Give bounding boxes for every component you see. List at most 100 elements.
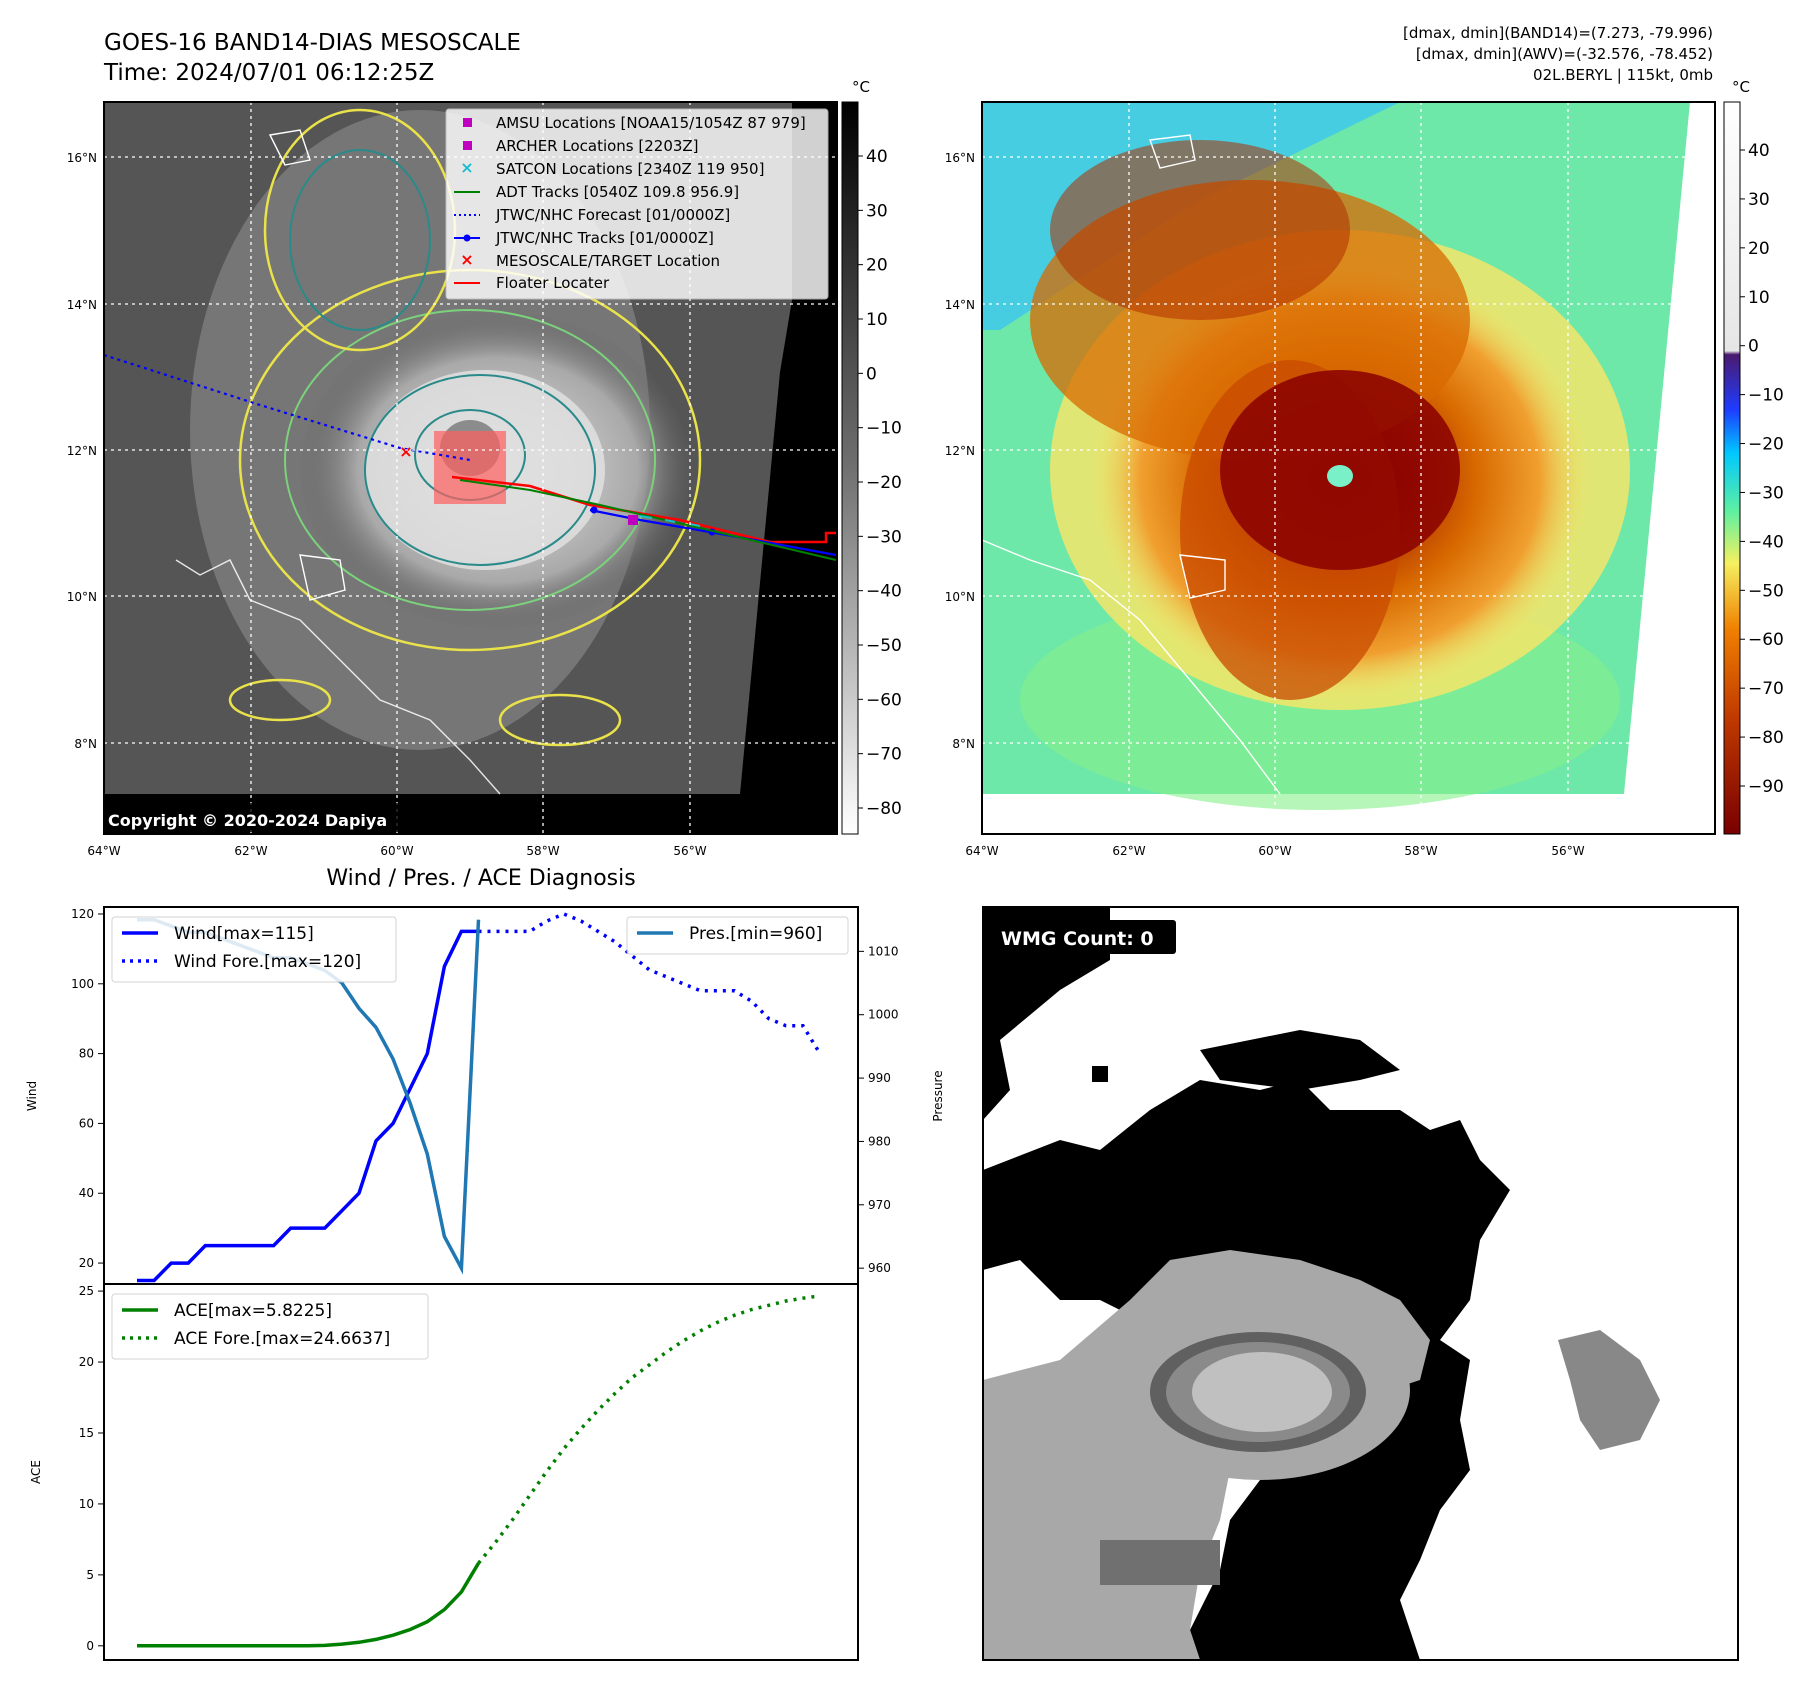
wv-lat-label-0: 16°N [945,151,975,165]
jtwc-forecast [103,353,471,462]
ace-axis-tick-label: 5 [86,1568,94,1582]
ir-colorbar-tick-label: 20 [866,256,888,276]
ir-lat-label-3: 10°N [67,590,97,604]
legend-archer: ARCHER Locations [2203Z] [496,137,699,155]
wv-colorbar-tick-label: −50 [1748,581,1784,601]
ir-colorbar-tick-label: 0 [866,364,877,384]
wv-colorbar-tick-label: 10 [1748,288,1770,308]
wv-map-panel: 64°W 62°W 60°W 58°W 56°W 16°N 14°N 12°N … [945,101,1716,858]
wmg-panel: WMG Count: 0 [982,906,1739,1661]
legend-floater: Floater Locater [496,274,610,292]
legend-ace: ACE[max=5.8225] [174,1301,332,1321]
wind-axis-tick-label: 80 [79,1047,94,1061]
ace-axis-tick-label: 20 [79,1355,94,1369]
wind-axis-tick-label: 40 [79,1186,94,1200]
pres-axis-tick-label: 990 [868,1071,891,1085]
ir-lon-label-4: 56°W [673,844,706,858]
ir-legend: AMSU Locations [NOAA15/1054Z 87 979] ARC… [445,108,829,300]
ace-axes: 0 5 10 15 20 25 ACE ACE[max=5.8225] ACE Fore.… [29,1283,859,1661]
ir-colorbar-tick-label: −70 [866,745,902,765]
wv-colorbar-tick-label: −30 [1748,483,1784,503]
ir-colorbar-tick-label: −10 [866,419,902,439]
wind-axis-tick-label: 60 [79,1116,94,1130]
stats-band14: [dmax, dmin](BAND14)=(7.273, -79.996) [1403,24,1713,42]
svg-text:×: × [460,250,473,269]
legend-adt: ADT Tracks [0540Z 109.8 956.9] [496,183,739,201]
pres-axis-tick-label: 960 [868,1261,891,1275]
wv-colorbar-tick-label: 0 [1748,337,1759,357]
wv-eye [1327,465,1353,487]
ir-lat-label-1: 14°N [67,298,97,312]
wv-gridlines [982,102,1715,834]
wind-ylabel: Wind [25,1081,39,1111]
wv-lon-label-0: 64°W [965,844,998,858]
ir-colorbar-tick-label: −80 [866,799,902,819]
legend-wind-fore: Wind Fore.[max=120] [174,952,361,972]
ir-colorbar-tick-label: −30 [866,527,902,547]
series-line-wind [137,929,479,1283]
ir-colorbar: °C 40 30 20 10 0 −10 −20 −30 −40 −50 −60 −70 −80 [841,78,902,835]
legend-amsu: AMSU Locations [NOAA15/1054Z 87 979] [496,114,806,132]
wv-colorbar: °C 40 30 20 10 0 −10 −20 −30 −40 −50 −60 −70 −80 −90 [1723,78,1784,835]
ir-lon-label-3: 58°W [526,844,559,858]
legend-jtwc-tracks: JTWC/NHC Tracks [01/0000Z] [495,229,714,247]
diagnosis-title: Wind / Pres. / ACE Diagnosis [326,866,635,891]
legend-target: MESOSCALE/TARGET Location [496,252,720,270]
wv-colorbar-tick-label: 30 [1748,190,1770,210]
pres-ylabel: Pressure [931,1070,945,1121]
ace-axis-tick-label: 25 [79,1284,94,1298]
svg-text:×: × [460,158,473,177]
ir-colorbar-tick-label: 10 [866,310,888,330]
wv-colorbar-tick-label: −40 [1748,532,1784,552]
ir-lon-label-2: 60°W [380,844,413,858]
copyright-text: Copyright © 2020-2024 Dapiya [108,811,387,830]
wmg-count: WMG Count: 0 [1001,928,1154,950]
ace-axis-tick-label: 15 [79,1426,94,1440]
ir-colorbar-tick-label: −40 [866,582,902,602]
wv-lon-label-4: 56°W [1551,844,1584,858]
ir-colorbar-tick-label: −60 [866,690,902,710]
wv-colorbar-tick-label: −70 [1748,679,1784,699]
figure-title: GOES-16 BAND14-DIAS MESOSCALE [104,30,521,56]
ir-colorbar-unit: °C [852,78,870,96]
legend-forecast: JTWC/NHC Forecast [01/0000Z] [495,206,730,224]
series-line-ace [137,1562,481,1648]
pres-axis-tick-label: 980 [868,1134,891,1148]
ir-colorbar-tick-label: −50 [866,636,902,656]
wv-lat-label-3: 10°N [945,590,975,604]
ir-colorbar-tick-label: −20 [866,473,902,493]
wind-axis-tick-label: 120 [71,907,94,921]
wv-lon-label-3: 58°W [1404,844,1437,858]
wv-colorbar-unit: °C [1732,78,1750,96]
wind-axis-tick-label: 20 [79,1256,94,1270]
wv-lon-label-2: 60°W [1258,844,1291,858]
ir-lon-label-0: 64°W [87,844,120,858]
wind-pressure-axes: 20 40 60 80 100 120 960 970 980 990 1000 1010 Wind… [25,906,945,1285]
pres-axis-tick-label: 1000 [868,1008,899,1022]
pres-axis-tick-label: 970 [868,1198,891,1212]
wv-lat-label-4: 8°N [952,737,975,751]
ir-lat-label-2: 12°N [67,444,97,458]
legend-wind: Wind[max=115] [174,924,314,944]
ace-axis-tick-label: 10 [79,1497,94,1511]
ir-lat-label-4: 8°N [74,737,97,751]
wv-lat-label-2: 12°N [945,444,975,458]
pres-axis-tick-label: 1010 [868,944,899,958]
floater-locater-track [451,475,836,544]
ace-axis-tick-label: 0 [86,1639,94,1653]
ir-colorbar-tick-label: 30 [866,201,888,221]
ace-ylabel: ACE [29,1460,43,1484]
stats-awv: [dmax, dmin](AWV)=(-32.576, -78.452) [1416,45,1713,63]
legend-ace-fore: ACE Fore.[max=24.6637] [174,1329,390,1349]
ir-lon-label-1: 62°W [234,844,267,858]
mesoscale-box [434,431,506,504]
figure-time: Time: 2024/07/01 06:12:25Z [103,60,434,86]
stats-storm: 02L.BERYL | 115kt, 0mb [1533,66,1713,84]
satcon-markers [639,515,701,527]
target-marker: × [399,442,412,461]
wv-colorbar-tick-label: 40 [1748,141,1770,161]
wv-colorbar-tick-label: −80 [1748,728,1784,748]
wv-colorbar-tick-label: −60 [1748,630,1784,650]
wv-colorbar-tick-label: −90 [1748,777,1784,797]
